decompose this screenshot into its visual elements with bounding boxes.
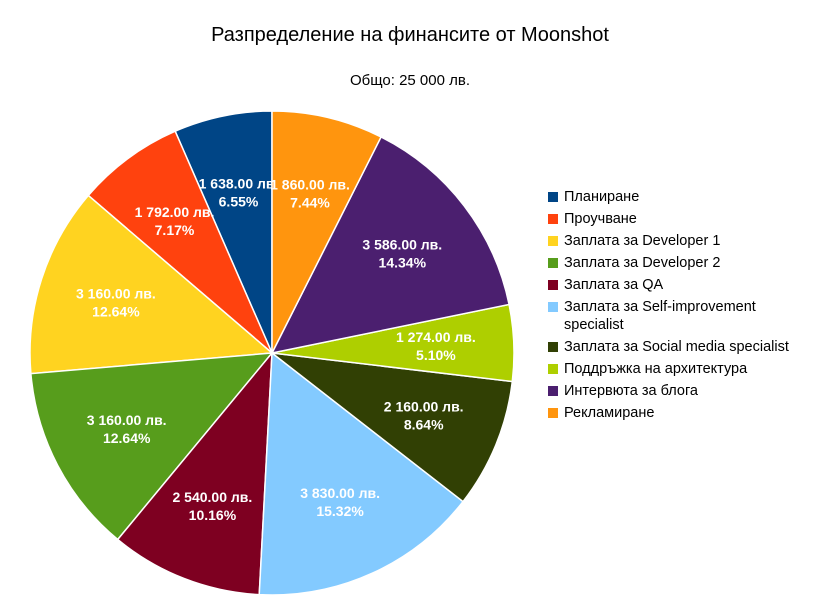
pie-slice (29, 194, 274, 375)
slice-percent-label: 7.44% (290, 195, 330, 211)
legend-swatch (548, 192, 558, 202)
legend-item: Планиране (548, 188, 816, 206)
legend-item: Проучване (548, 210, 816, 228)
legend-swatch (548, 364, 558, 374)
slice-percent-label: 12.64% (92, 304, 140, 320)
slice-value-label: 1 792.00 лв. (135, 204, 215, 220)
pie-slice (30, 352, 274, 541)
legend-item: Рекламиране (548, 404, 816, 422)
legend-label: Интервюта за блога (564, 383, 698, 399)
legend-item: Заплата за Self-improvement specialist (548, 298, 816, 334)
pie-slice (271, 110, 383, 354)
legend-swatch (548, 236, 558, 246)
pie-slice (258, 351, 465, 596)
slice-percent-label: 8.64% (404, 416, 444, 432)
legend-label: Заплата за Social media specialist (564, 339, 789, 355)
slice-value-label: 2 540.00 лв. (173, 489, 253, 505)
pie-slice (270, 135, 510, 355)
slice-percent-label: 10.16% (189, 507, 237, 523)
legend-swatch (548, 258, 558, 268)
slice-value-label: 2 160.00 лв. (384, 398, 464, 414)
legend-label: Планиране (564, 189, 640, 205)
slice-value-label: 3 160.00 лв. (87, 412, 167, 428)
chart-subtitle: Общо: 25 000 лв. (349, 72, 471, 89)
legend-swatch (548, 342, 558, 352)
legend-label: Заплата за Developer 2 (564, 255, 721, 271)
slice-value-label: 3 830.00 лв. (300, 485, 380, 501)
slice-percent-label: 15.32% (316, 503, 364, 519)
legend-item: Интервюта за блога (548, 382, 816, 400)
slice-value-label: 3 160.00 лв. (76, 286, 156, 302)
legend-label: Заплата за Developer 1 (564, 233, 721, 249)
legend-label: Рекламиране (564, 405, 655, 421)
legend-item: Заплата за Developer 2 (548, 254, 816, 272)
legend-label: Заплата за QA (564, 277, 664, 293)
legend-swatch (548, 214, 558, 224)
pie-slice (87, 130, 273, 354)
legend-label: Проучване (564, 211, 637, 227)
slice-percent-label: 5.10% (416, 347, 456, 363)
legend-label: Заплата за Self-improvement specialist (564, 299, 756, 333)
slice-percent-label: 6.55% (219, 194, 259, 210)
legend-label: Поддръжка на архитектура (564, 361, 748, 377)
legend-swatch (548, 386, 558, 396)
slice-value-label: 1 860.00 лв. (270, 177, 350, 193)
slice-percent-label: 7.17% (155, 222, 195, 238)
slice-percent-label: 14.34% (379, 254, 427, 270)
pie-slice (269, 351, 514, 503)
chart-title: Разпределение на финансите от Moonshot (211, 24, 609, 46)
pie-slice (116, 350, 273, 596)
legend-swatch (548, 280, 558, 290)
legend-item: Поддръжка на архитектура (548, 360, 816, 378)
legend: Планиране Проучване Заплата за Developer 1… (548, 188, 816, 426)
legend-swatch (548, 302, 558, 312)
slice-value-label: 1 638.00 лв. (199, 176, 279, 192)
legend-swatch (548, 408, 558, 418)
legend-item: Заплата за Social media specialist (548, 338, 816, 356)
legend-item: Заплата за Developer 1 (548, 232, 816, 250)
slice-percent-label: 12.64% (103, 430, 151, 446)
slice-value-label: 1 274.00 лв. (396, 329, 476, 345)
slice-value-label: 3 586.00 лв. (362, 236, 442, 252)
legend-item: Заплата за QA (548, 276, 816, 294)
